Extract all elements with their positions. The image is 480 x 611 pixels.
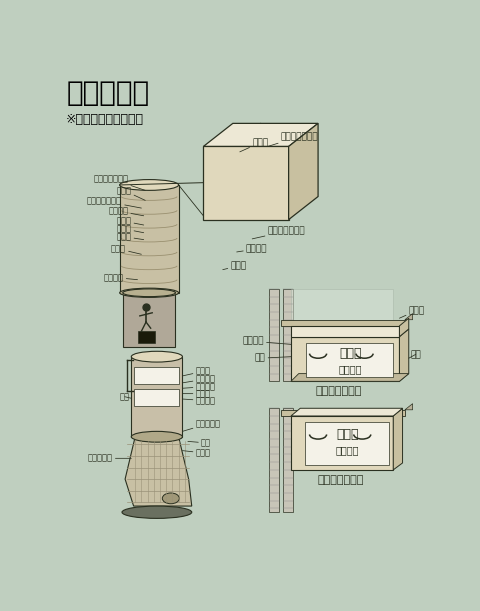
Text: 水平持: 水平持 (116, 217, 144, 225)
Text: 覆い布: 覆い布 (116, 186, 145, 200)
Polygon shape (120, 185, 179, 293)
Text: 止め金具: 止め金具 (242, 337, 291, 346)
Text: ステップ: ステップ (237, 244, 267, 254)
Polygon shape (283, 289, 292, 381)
Text: ワイヤーロープ: ワイヤーロープ (268, 132, 319, 147)
Text: 下脱出口器: 下脱出口器 (182, 419, 221, 431)
Polygon shape (138, 331, 156, 343)
Ellipse shape (162, 493, 180, 503)
Polygon shape (288, 123, 318, 219)
Text: 砂袋: 砂袋 (188, 439, 211, 447)
Text: 滑降路船: 滑降路船 (104, 273, 137, 282)
Polygon shape (283, 408, 292, 512)
Text: アンカーボルト: アンカーボルト (252, 227, 305, 239)
Text: 使用方法: 使用方法 (339, 364, 362, 374)
Text: 取手: 取手 (254, 354, 291, 363)
Text: （手前引き式）: （手前引き式） (317, 475, 364, 485)
Text: 取手: 取手 (120, 392, 132, 401)
Text: 外装体: 外装体 (182, 367, 211, 376)
Polygon shape (291, 326, 399, 337)
Polygon shape (305, 422, 389, 465)
Polygon shape (269, 408, 278, 512)
Polygon shape (125, 437, 192, 506)
Text: 構　造　図: 構 造 図 (66, 79, 149, 108)
Polygon shape (132, 357, 182, 437)
Text: ※取付具は一例です。: ※取付具は一例です。 (66, 114, 144, 126)
Text: 前板: 前板 (409, 350, 421, 359)
Polygon shape (269, 289, 278, 381)
Text: 設定標示: 設定標示 (182, 396, 216, 405)
Text: 使用方法: 使用方法 (336, 445, 360, 455)
Text: 入口枠: 入口枠 (240, 138, 268, 152)
Polygon shape (291, 337, 399, 381)
Ellipse shape (120, 180, 179, 191)
Text: 上ぶた: 上ぶた (399, 306, 425, 318)
Ellipse shape (132, 431, 182, 442)
Text: 腐蝕防材: 腐蝕防材 (182, 375, 216, 384)
Polygon shape (291, 373, 409, 381)
Text: つかまりベルト: つかまりベルト (87, 197, 142, 208)
Polygon shape (393, 408, 403, 470)
Text: 誘導網: 誘導網 (182, 448, 211, 458)
Polygon shape (399, 329, 409, 381)
Text: 注意表示: 注意表示 (182, 382, 216, 391)
Polygon shape (123, 293, 176, 346)
Polygon shape (134, 389, 180, 406)
Ellipse shape (120, 288, 179, 298)
Text: 立枠（支持枠）: 立枠（支持枠） (93, 174, 145, 191)
Text: 腰掛布: 腰掛布 (116, 224, 144, 233)
Polygon shape (134, 367, 180, 384)
Ellipse shape (132, 351, 182, 362)
Polygon shape (291, 408, 403, 416)
Text: 袋取付枠: 袋取付枠 (108, 207, 144, 216)
Polygon shape (306, 343, 393, 378)
Polygon shape (281, 410, 405, 416)
Polygon shape (291, 416, 393, 470)
Text: 補強布: 補強布 (116, 232, 144, 241)
Ellipse shape (122, 506, 192, 518)
Polygon shape (405, 313, 413, 320)
Text: 救助袋: 救助袋 (336, 428, 359, 441)
Text: 表示布: 表示布 (182, 389, 211, 398)
Text: 滑降布: 滑降布 (111, 244, 142, 254)
Polygon shape (204, 147, 288, 219)
Polygon shape (281, 320, 405, 326)
Polygon shape (405, 404, 413, 410)
Text: 保護マット: 保護マット (88, 454, 132, 463)
Text: 取付具: 取付具 (223, 262, 247, 270)
Polygon shape (291, 289, 393, 320)
Ellipse shape (123, 289, 176, 296)
Text: 救助袋: 救助袋 (339, 347, 361, 360)
Text: （ケンドン式）: （ケンドン式） (316, 386, 362, 395)
Polygon shape (399, 318, 409, 337)
Polygon shape (204, 123, 318, 147)
